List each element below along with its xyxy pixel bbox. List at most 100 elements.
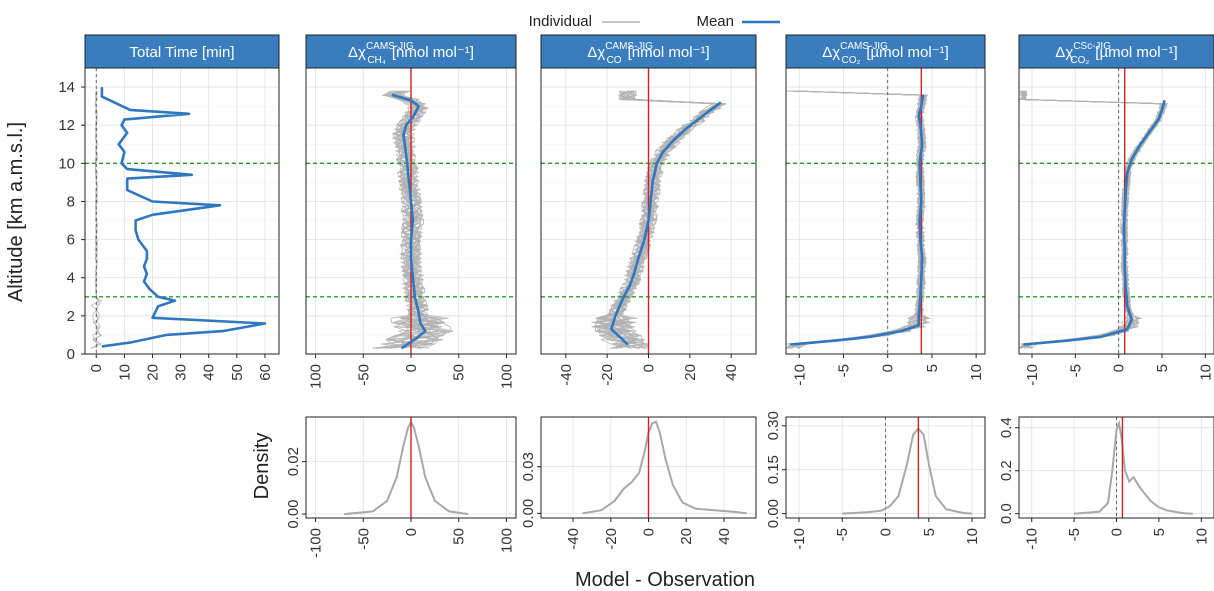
x-tick-label: 0 [1111, 364, 1128, 372]
individual-profile [92, 90, 102, 349]
x-tick-label: 10 [116, 364, 133, 381]
x-tick-label: -10 [1024, 528, 1041, 550]
x-tick-label: -20 [603, 528, 620, 550]
x-tick-label: -10 [1024, 364, 1041, 386]
y-tick-label: 0.03 [520, 452, 537, 481]
x-tick-label: -5 [1066, 528, 1083, 541]
panel-time: Total Time [min] 0 2 4 6 8 10 12 14 0 10 20 30 40 50 60 [58, 34, 280, 381]
x-tick-label: 10 [964, 528, 981, 545]
x-tick-label: -40 [558, 364, 575, 386]
x-tick-label: -5 [1067, 364, 1084, 377]
x-tick-label: -20 [599, 364, 616, 386]
density-ch4: 0.00 0.02 -100 -50 0 50 100 [285, 416, 517, 558]
individual-profile [593, 90, 723, 349]
density-co2cams: 0.00 0.15 0.30 -10 -5 0 5 10 [765, 411, 986, 550]
legend-mean-label: Mean [696, 13, 734, 30]
x-tick-label: 20 [144, 364, 161, 381]
x-tick-label: 100 [308, 364, 325, 389]
individual-profile [377, 90, 438, 349]
y-tick-label: 0.00 [520, 499, 537, 528]
y-tick-label: 10 [58, 155, 75, 172]
y-axis-title-density: Density [251, 433, 273, 500]
x-axis-title: Model - Observation [575, 569, 755, 591]
panel-co2csc: ΔχCSc-JIG CO₂ [µmol mol⁻¹]-10 -5 0 5 100.00.20… [998, 34, 1214, 550]
strip-title-ch4: ΔχCAMS-JIG CH₄ [nmol mol⁻¹] [348, 41, 474, 66]
strip-title-co2csc: ΔχCSc-JIG CO₂ [µmol mol⁻¹] [1055, 41, 1177, 66]
y-tick-label: 0.00 [285, 499, 302, 528]
x-tick-label: -5 [834, 528, 851, 541]
x-tick-label: -5 [835, 364, 852, 377]
strip-title-co: ΔχCAMS-JIG CO [nmol mol⁻¹] [587, 41, 709, 66]
strip-time [84, 34, 280, 69]
x-tick-label: -50 [355, 364, 372, 386]
x-tick-label: 0 [403, 528, 420, 536]
density-curve [582, 420, 747, 515]
x-tick-label: 0 [641, 528, 658, 536]
individual-profile [385, 90, 435, 349]
mean-profile-ch4 [391, 93, 427, 350]
y-tick-label: 0.4 [998, 417, 1015, 438]
individual-profile [90, 90, 103, 349]
x-tick-label: -10 [791, 528, 808, 550]
panel-border-time [84, 67, 280, 355]
density-curve [1074, 419, 1193, 515]
legend: Individual Mean [529, 13, 780, 30]
density-curve [842, 427, 973, 515]
x-tick-label: 30 [173, 364, 190, 381]
x-tick-label: 5 [1154, 364, 1171, 372]
strip-ch4 [305, 34, 517, 69]
panel-border-co2csc [1018, 67, 1214, 355]
x-tick-label: 50 [451, 528, 468, 545]
y-tick-label: 12 [58, 117, 75, 134]
x-tick-label: 40 [716, 528, 733, 545]
x-tick-label: 100 [498, 528, 515, 553]
x-tick-label: 10 [1193, 528, 1210, 545]
y-tick-label: 0.02 [285, 447, 302, 476]
x-tick-label: 0 [1109, 528, 1126, 536]
density-co2csc: 0.0 0.2 0.4 -10 -5 0 5 10 [998, 416, 1214, 550]
individual-profile [603, 90, 723, 349]
x-tick-label: 20 [678, 528, 695, 545]
y-tick-label: 8 [67, 193, 75, 210]
x-tick-label: 0 [88, 364, 105, 372]
x-tick-label: 0 [641, 364, 658, 372]
x-tick-label: 0 [403, 364, 420, 372]
y-tick-label: 0.30 [765, 411, 782, 440]
density-co: 0.00 0.03 -40 -20 0 20 40 [520, 416, 757, 550]
x-tick-label: 50 [451, 364, 468, 381]
y-tick-label: 0.00 [765, 499, 782, 528]
x-tick-label: 5 [921, 528, 938, 536]
x-tick-label: 20 [682, 364, 699, 381]
x-tick-label: 5 [1151, 528, 1168, 536]
x-tick-label: 50 [229, 364, 246, 381]
x-tick-label: -40 [565, 528, 582, 550]
strip-co [540, 34, 757, 69]
x-tick-label: 40 [723, 364, 740, 381]
x-tick-label: 0 [880, 364, 897, 372]
strip-title-co2cams: ΔχCAMS-JIG CO₂ [µmol mol⁻¹] [822, 41, 949, 66]
legend-individual-label: Individual [529, 13, 592, 30]
individual-profile [595, 90, 721, 349]
panel-co2cams: ΔχCAMS-JIG CO₂ [µmol mol⁻¹] -10 -5 0 5 10 0.00 0.… [765, 34, 986, 550]
y-tick-label: 2 [67, 308, 75, 325]
x-tick-label: -50 [355, 528, 372, 550]
x-tick-label: 10 [968, 364, 985, 381]
x-tick-label: 100 [498, 364, 515, 389]
plot-area-co2cams [786, 68, 985, 354]
plot-area-co2csc [1019, 68, 1214, 354]
x-tick-label: 40 [201, 364, 218, 381]
x-tick-label: -10 [791, 364, 808, 386]
x-tick-label: -100 [308, 528, 325, 558]
panel-ch4: ΔχCAMS-JIG CH₄ [nmol mol⁻¹]100 -50 0 50 1000.0… [285, 34, 517, 558]
y-tick-label: 0 [67, 346, 75, 363]
panel-co: ΔχCAMS-JIG CO [nmol mol⁻¹]-40 -20 0 20 400.000… [520, 34, 757, 550]
panel-border-co2cams [785, 67, 986, 355]
y-tick-label: 4 [67, 270, 75, 287]
strip-co2cams [785, 34, 986, 69]
x-tick-label: 0 [878, 528, 895, 536]
x-tick-label: 5 [924, 364, 941, 372]
x-tick-label: 10 [1197, 364, 1214, 381]
y-axis-title-altitude: Altitude [km a.m.s.l.] [5, 122, 27, 302]
